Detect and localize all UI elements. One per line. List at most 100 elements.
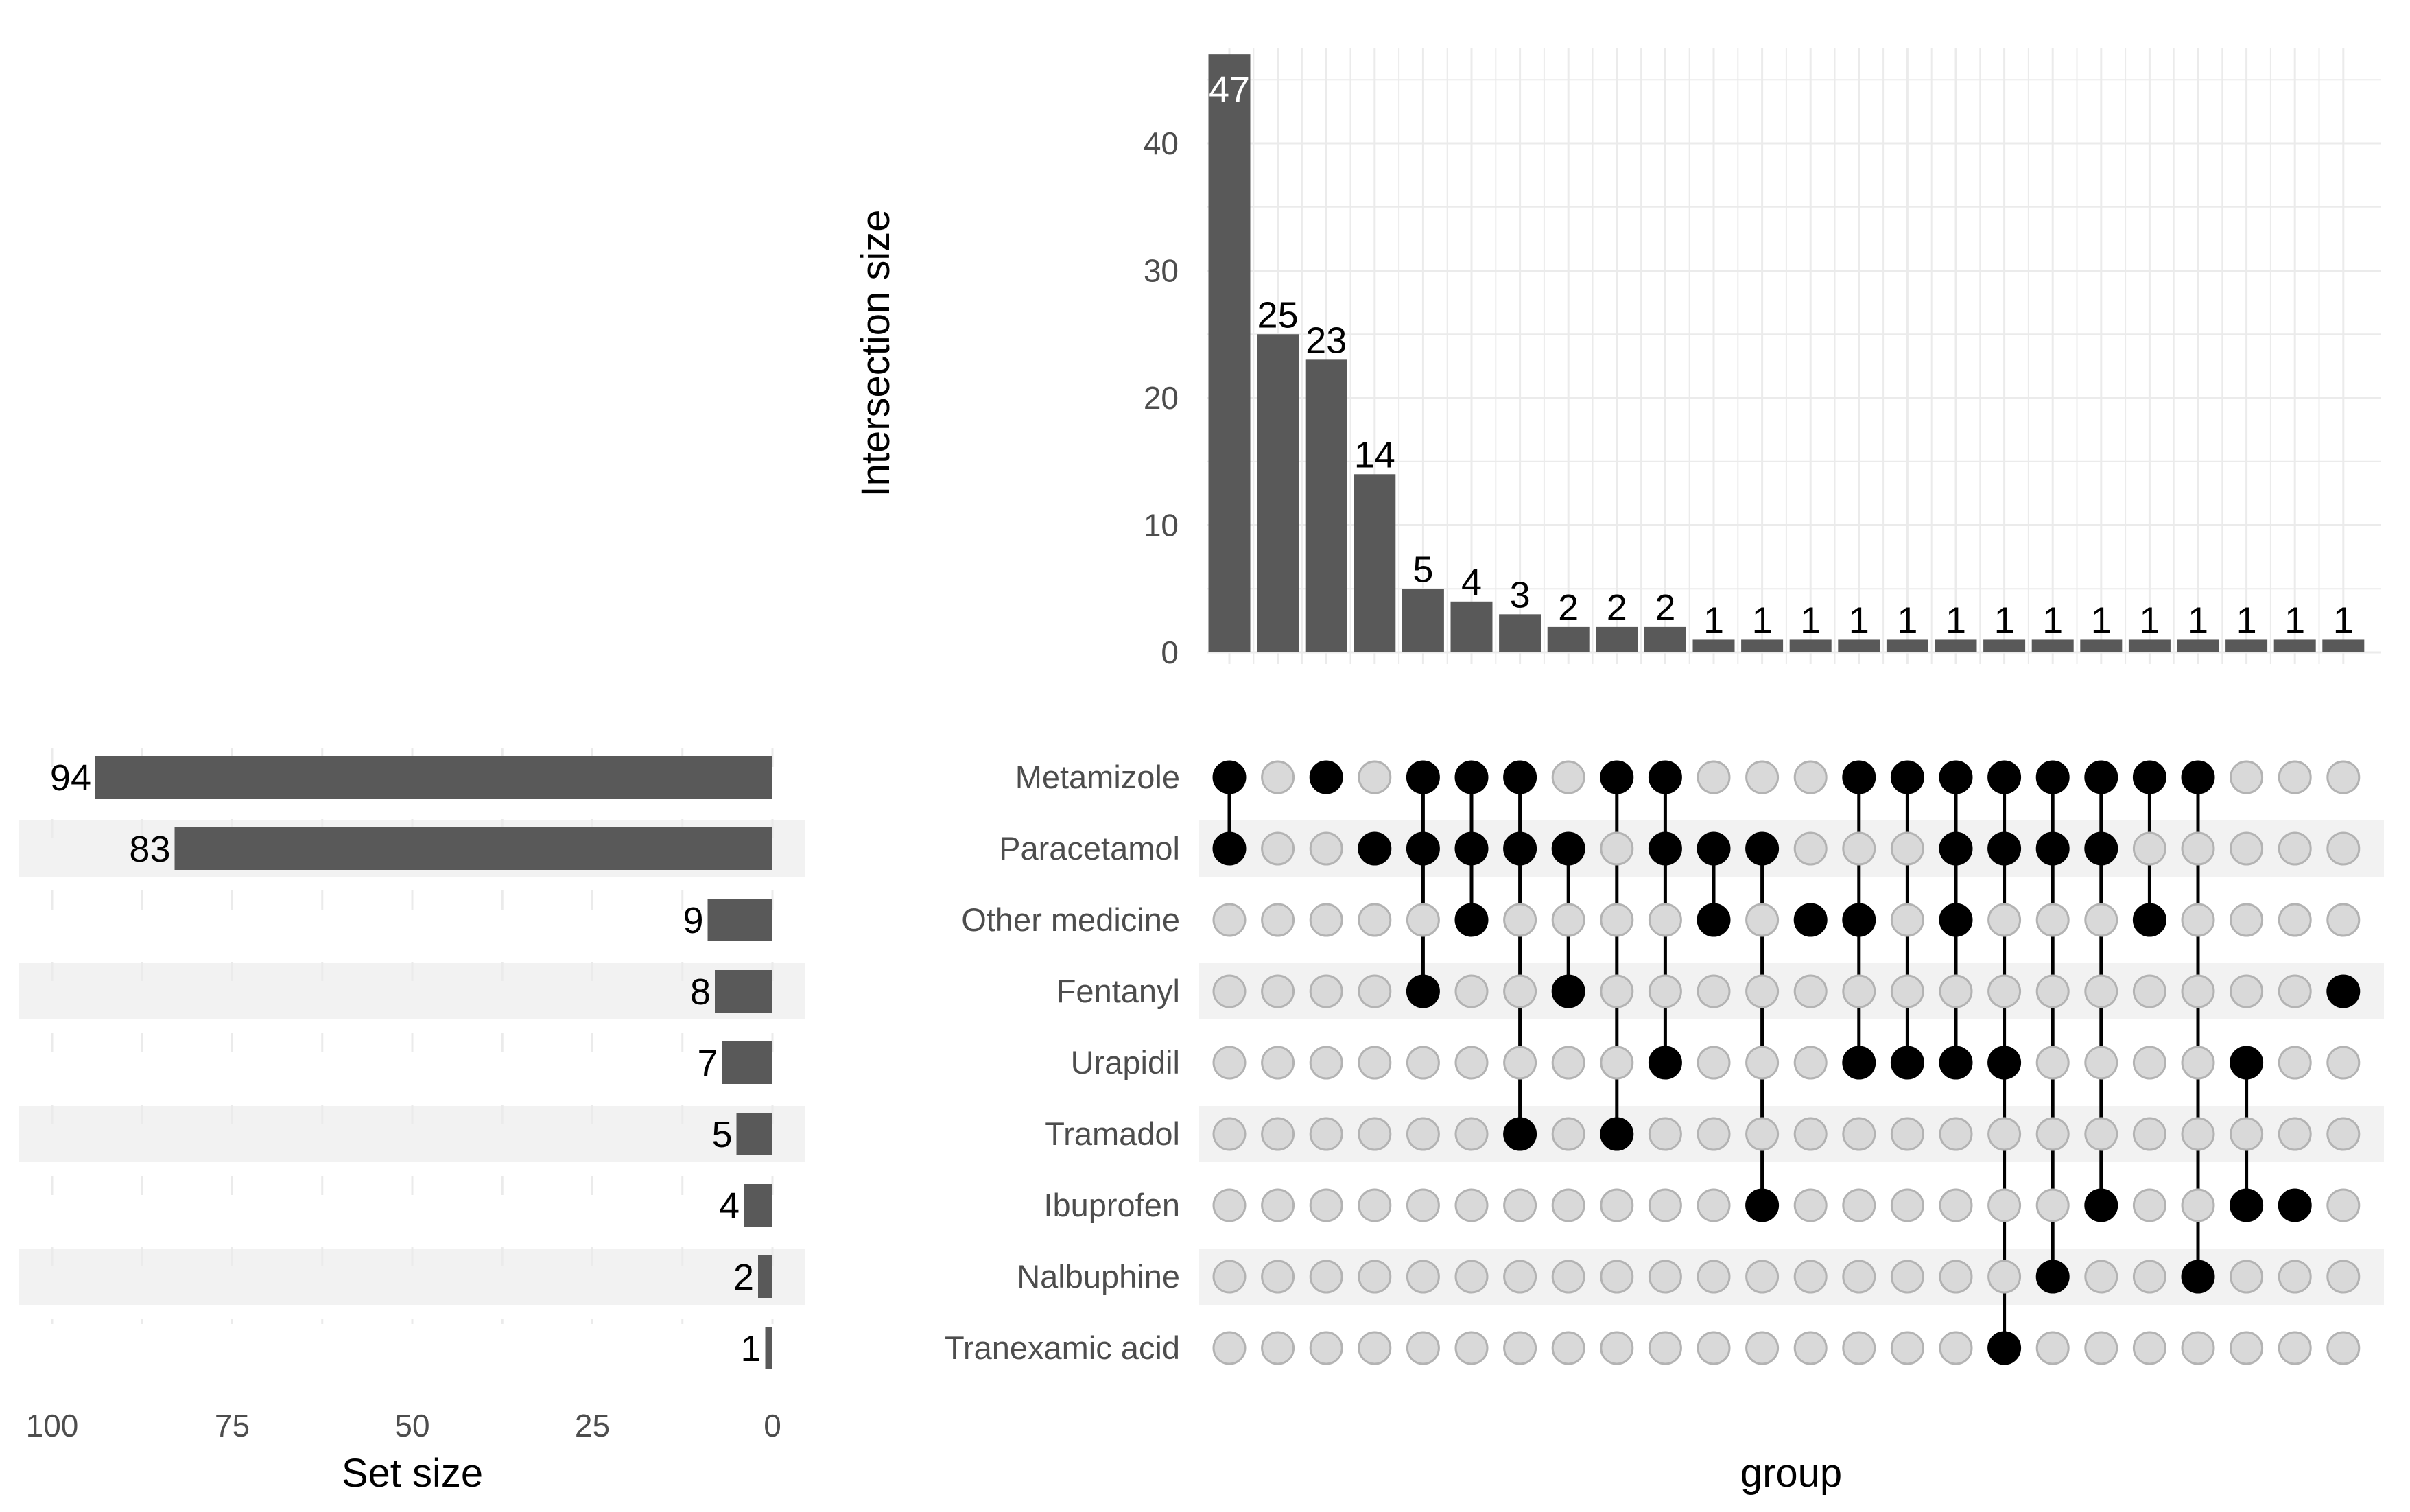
intersection-bar-5	[1450, 601, 1493, 652]
matrix-dot-active	[1648, 760, 1682, 794]
matrix-dot-inactive	[1745, 1117, 1780, 1151]
matrix-dot-active	[2035, 831, 2070, 866]
set-size-axis-title: Set size	[342, 1451, 483, 1496]
intersection-axis-tick: 10	[1144, 508, 1179, 543]
matrix-dot-inactive	[1454, 1260, 1489, 1294]
matrix-dot-active	[2035, 1260, 2070, 1294]
intersection-bar-label-21: 1	[2236, 600, 2257, 641]
intersection-bar-label-6: 3	[1510, 574, 1531, 615]
matrix-dot-active	[1648, 831, 1682, 866]
matrix-dot-inactive	[2278, 974, 2312, 1008]
intersection-bar-label-0: 47	[1209, 69, 1250, 110]
set-size-bar-0	[95, 756, 772, 799]
matrix-dot-active	[1503, 831, 1537, 866]
matrix-dot-inactive	[2278, 831, 2312, 866]
matrix-dot-inactive	[1697, 1117, 1731, 1151]
matrix-dot-active	[2181, 760, 2215, 794]
matrix-dot-inactive	[1406, 1046, 1440, 1080]
intersection-size-axis-title: Intersection size	[853, 209, 898, 497]
matrix-dot-inactive	[1212, 1331, 1247, 1365]
matrix-dot-inactive	[2084, 1260, 2118, 1294]
matrix-dot-inactive	[1309, 1117, 1343, 1151]
matrix-dot-inactive	[1309, 1260, 1343, 1294]
intersection-bar-23	[2322, 639, 2365, 652]
matrix-dot-active	[1745, 831, 1780, 866]
matrix-dot-inactive	[1261, 903, 1295, 937]
matrix-dot-active	[2132, 760, 2166, 794]
matrix-dot-inactive	[1358, 1188, 1392, 1222]
matrix-dot-inactive	[2181, 1188, 2215, 1222]
matrix-dot-inactive	[1309, 1188, 1343, 1222]
set-size-bar-label-1: 83	[129, 829, 170, 870]
intersection-bar-label-13: 1	[1849, 600, 1869, 641]
matrix-dot-inactive	[1842, 1260, 1876, 1294]
matrix-dot-inactive	[2278, 1331, 2312, 1365]
set-size-bar-7	[758, 1255, 772, 1298]
matrix-dot-active	[1648, 1046, 1682, 1080]
matrix-dot-inactive	[1406, 1117, 1440, 1151]
intersection-bar-20	[2177, 639, 2219, 652]
matrix-dot-active	[1697, 903, 1731, 937]
matrix-dot-inactive	[1697, 974, 1731, 1008]
matrix-dot-inactive	[2181, 903, 2215, 937]
matrix-dot-inactive	[1551, 1046, 1585, 1080]
matrix-dot-inactive	[2132, 1117, 2166, 1151]
matrix-dot-inactive	[1939, 1117, 1973, 1151]
matrix-dot-inactive	[1793, 974, 1828, 1008]
matrix-dot-inactive	[2132, 974, 2166, 1008]
matrix-dot-inactive	[1987, 974, 2022, 1008]
matrix-dot-inactive	[1987, 1117, 2022, 1151]
matrix-dot-inactive	[1939, 974, 1973, 1008]
matrix-dot-inactive	[1309, 903, 1343, 937]
intersection-bar-3	[1354, 474, 1396, 652]
set-size-axis-tick: 25	[575, 1408, 610, 1443]
matrix-dot-active	[1939, 831, 1973, 866]
matrix-dot-inactive	[2326, 1046, 2361, 1080]
matrix-dot-inactive	[1212, 1260, 1247, 1294]
intersection-size-axis: 0 10 20 30 40	[1144, 126, 1179, 670]
matrix-dot-inactive	[1793, 831, 1828, 866]
matrix-dot-inactive	[2132, 1260, 2166, 1294]
intersection-bar-label-15: 1	[1946, 600, 1966, 641]
matrix-dot-inactive	[1648, 1117, 1682, 1151]
matrix-dot-active	[2230, 1046, 2264, 1080]
matrix-dot-inactive	[2132, 831, 2166, 866]
matrix-dot-inactive	[1842, 1331, 1876, 1365]
matrix-dot-inactive	[1987, 903, 2022, 937]
matrix-dot-active	[1987, 1331, 2022, 1365]
matrix-dot-inactive	[2326, 1331, 2361, 1365]
matrix-dot-active	[1745, 1188, 1780, 1222]
matrix-dot-inactive	[1890, 831, 1924, 866]
matrix-dot-active	[1842, 760, 1876, 794]
intersection-bar-label-20: 1	[2188, 600, 2208, 641]
matrix-dot-inactive	[1358, 760, 1392, 794]
matrix-dot-inactive	[1261, 1046, 1295, 1080]
matrix-dot-inactive	[1697, 1260, 1731, 1294]
matrix-dot-inactive	[1793, 1260, 1828, 1294]
matrix-dot-active	[1212, 831, 1247, 866]
matrix-dot-active	[1454, 903, 1489, 937]
intersection-bar-label-2: 23	[1306, 320, 1347, 361]
matrix-dot-active	[1890, 1046, 1924, 1080]
matrix-dot-active	[1842, 1046, 1876, 1080]
intersection-bar-label-17: 1	[2042, 600, 2063, 641]
matrix-dot-inactive	[2278, 903, 2312, 937]
intersection-bar-0	[1208, 54, 1251, 652]
set-label-3: Fentanyl	[1056, 973, 1180, 1009]
matrix-dot-inactive	[1454, 1188, 1489, 1222]
matrix-dot-inactive	[1890, 974, 1924, 1008]
matrix-dot-inactive	[1503, 1331, 1537, 1365]
matrix-dot-inactive	[1745, 1260, 1780, 1294]
matrix-dot-inactive	[1939, 1331, 1973, 1365]
intersection-bar-8	[1596, 626, 1638, 652]
matrix-dot-inactive	[2084, 903, 2118, 937]
matrix-dot-inactive	[1261, 1260, 1295, 1294]
set-labels: Metamizole Paracetamol Other medicine Fenta…	[945, 759, 1180, 1366]
set-size-bar-5	[736, 1113, 772, 1155]
set-label-8: Tranexamic acid	[945, 1330, 1180, 1366]
matrix-dot-inactive	[1890, 903, 1924, 937]
matrix-dot-active	[2084, 760, 2118, 794]
matrix-dot-inactive	[2084, 1046, 2118, 1080]
matrix-dot-inactive	[2181, 831, 2215, 866]
